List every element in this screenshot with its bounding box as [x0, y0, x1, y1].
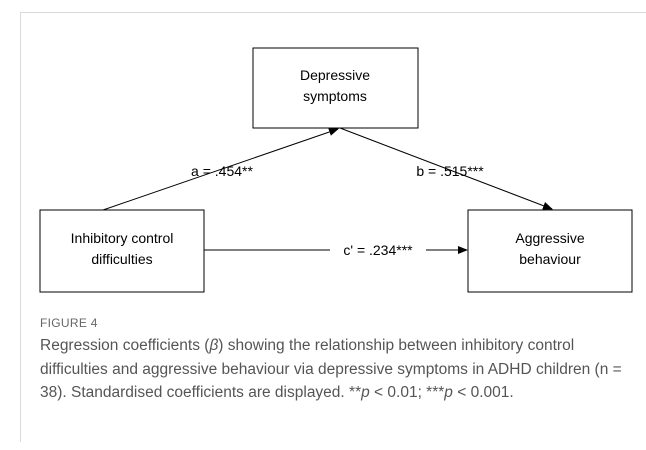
- box: [467, 209, 633, 293]
- node-label: difficulties: [91, 251, 152, 267]
- node-label: Depressive: [300, 67, 370, 83]
- node-label: Inhibitory control: [71, 230, 174, 246]
- edge-label: a = .454**: [191, 163, 253, 179]
- diagram: Depressive symptoms Inhibitory control d…: [39, 47, 633, 293]
- arrow: [102, 128, 339, 211]
- caption: Regression coefficients (β) showing the …: [40, 334, 625, 405]
- node-label: behaviour: [519, 251, 581, 267]
- arrow: [339, 127, 553, 210]
- figure-number: FIGURE 4: [40, 316, 98, 330]
- edge-label: c' = .234***: [343, 242, 413, 258]
- caption-run: Regression coefficients (: [40, 337, 210, 354]
- box: [252, 47, 419, 129]
- label-bg: [330, 240, 426, 260]
- node-label: symptoms: [303, 88, 367, 104]
- edge-label: b = .515***: [416, 163, 484, 179]
- frame-line: [20, 12, 646, 13]
- caption-run: ) showing the relationship between inhib…: [40, 337, 622, 401]
- box: [39, 209, 205, 293]
- node-label: Aggressive: [515, 230, 584, 246]
- caption-run: p: [361, 384, 370, 401]
- caption-run: β: [209, 337, 219, 354]
- caption-run: p: [444, 384, 453, 401]
- caption-run: < 0.01; ***: [369, 384, 445, 401]
- caption-run: < 0.001.: [452, 384, 514, 401]
- frame-line: [20, 12, 21, 442]
